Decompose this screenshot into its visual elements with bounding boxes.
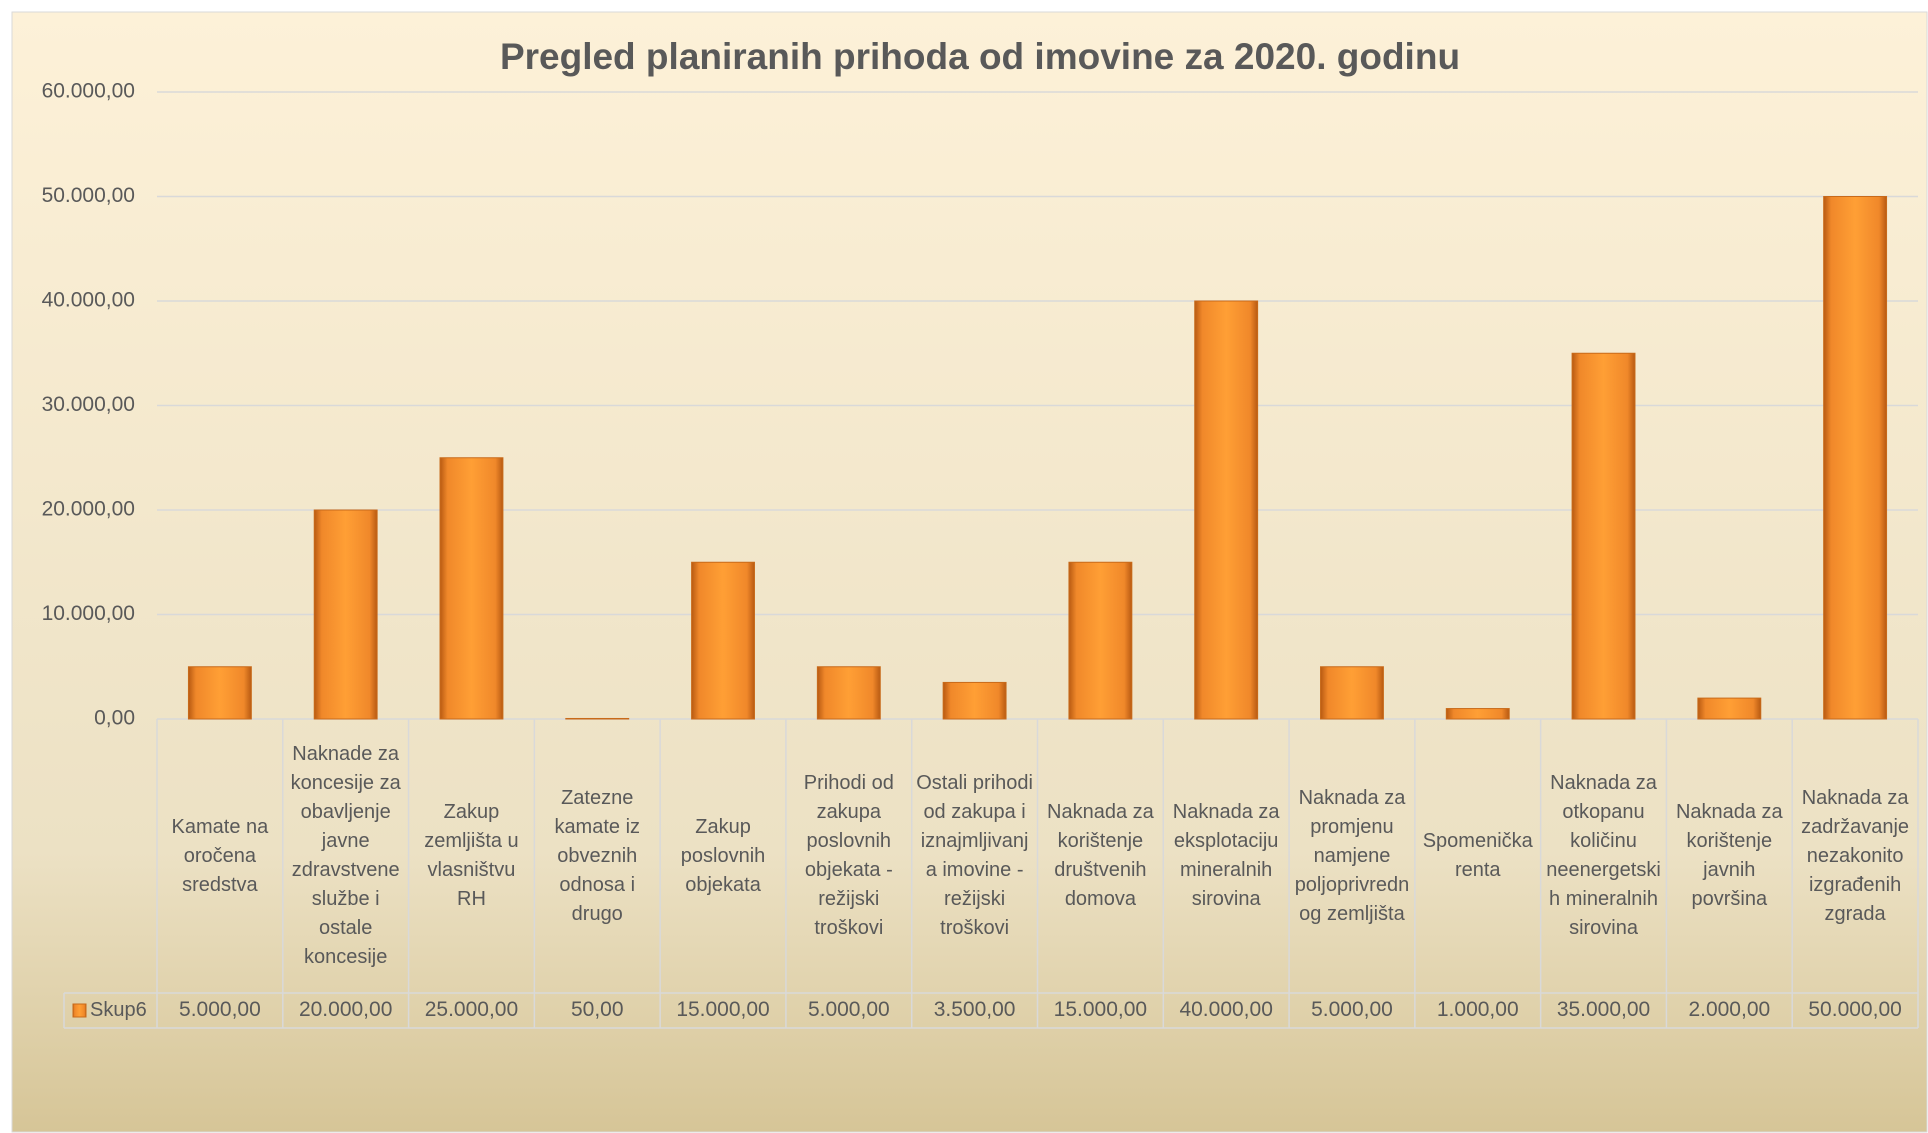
y-tick-label: 40.000,00 (42, 289, 135, 312)
bar (1068, 561, 1133, 720)
data-table-value: 1.000,00 (1437, 998, 1519, 1021)
x-tick-label: Spomenička renta (1422, 830, 1533, 881)
x-tick-label: Naknada za korištenje društvenih domova (1047, 801, 1154, 910)
data-table-value: 15.000,00 (1054, 998, 1147, 1021)
bar (691, 561, 755, 720)
x-tick-label: Kamate na oročena sredstva (171, 815, 269, 896)
chart-title: Pregled planiranih prihoda od imovine za… (500, 36, 1460, 77)
y-tick-label: 10.000,00 (42, 602, 135, 625)
x-tick-label: Naknada za zadržavanje nezakonito izgrađ… (1801, 786, 1910, 925)
bar (1697, 697, 1762, 720)
bar (1320, 666, 1384, 720)
data-table-value: 50.000,00 (1808, 998, 1901, 1021)
x-tick-label: Naknada za otkopanu količinu neenergetsk… (1546, 772, 1661, 939)
data-table-value: 15.000,00 (676, 998, 769, 1021)
data-table-value: 50,00 (571, 998, 624, 1021)
bar (565, 717, 630, 720)
y-tick-label: 50.000,00 (42, 184, 135, 207)
x-tick-label: Naknada za promjenu namjene poljoprivred… (1294, 786, 1410, 925)
bar (439, 457, 504, 720)
y-tick-label: 60.000,00 (42, 80, 135, 103)
bar (1571, 352, 1636, 720)
data-table-value: 3.500,00 (934, 998, 1016, 1021)
y-tick-label: 30.000,00 (42, 393, 135, 416)
x-tick-label: Ostali prihodi od zakupa i iznajmljivanj… (916, 772, 1033, 939)
data-table-value: 25.000,00 (425, 998, 518, 1021)
x-tick-label: Naknada za korištenje javnih površina (1675, 801, 1783, 910)
data-table-value: 5.000,00 (808, 998, 890, 1021)
y-tick-label: 20.000,00 (42, 498, 135, 521)
x-tick-label: Zakup poslovnih objekata (680, 815, 766, 896)
legend-marker (72, 1003, 87, 1018)
bar (1445, 708, 1510, 720)
data-table-value: 20.000,00 (299, 998, 392, 1021)
data-table-value: 5.000,00 (179, 998, 261, 1021)
x-tick-label: Zatezne kamate iz obveznih odnosa i drug… (554, 786, 641, 925)
data-table-value: 40.000,00 (1179, 998, 1272, 1021)
bar (942, 681, 1007, 720)
bar (313, 509, 378, 720)
data-table-value: 35.000,00 (1557, 998, 1650, 1021)
x-tick-label: Zakup zemljišta u vlasništvu RH (424, 801, 519, 910)
x-tick-label: Naknade za koncesije za obavljenje javne… (290, 743, 401, 968)
bar (816, 666, 881, 720)
x-tick-label: Prihodi od zakupa poslovnih objekata - r… (803, 772, 894, 939)
bar (187, 666, 252, 720)
data-table-value: 2.000,00 (1688, 998, 1770, 1021)
bar (1194, 300, 1259, 720)
legend-label: Skup6 (90, 999, 147, 1021)
data-table-value: 5.000,00 (1311, 998, 1393, 1021)
y-tick-label: 0,00 (94, 707, 135, 730)
bar (1823, 196, 1888, 720)
x-tick-label: Naknada za eksplotaciju mineralnih sirov… (1172, 801, 1280, 910)
